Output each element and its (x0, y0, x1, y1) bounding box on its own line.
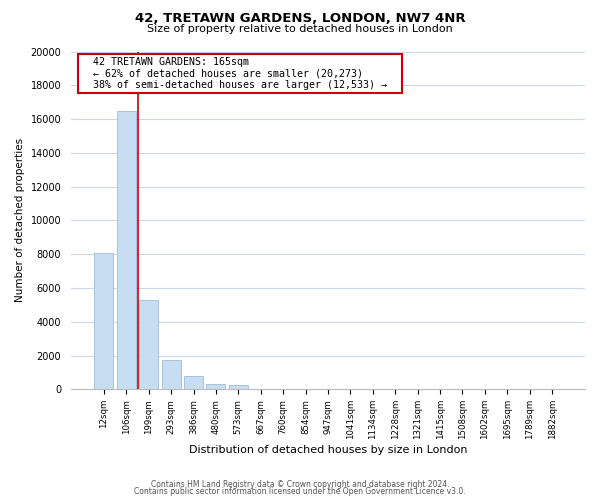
Text: Size of property relative to detached houses in London: Size of property relative to detached ho… (147, 24, 453, 34)
Bar (117, 110, 136, 390)
Text: 42, TRETAWN GARDENS, LONDON, NW7 4NR: 42, TRETAWN GARDENS, LONDON, NW7 4NR (134, 12, 466, 26)
Bar (184, 376, 203, 390)
Bar (161, 360, 181, 390)
Bar (139, 300, 158, 390)
Bar (206, 384, 226, 390)
Text: 42 TRETAWN GARDENS: 165sqm
  ← 62% of detached houses are smaller (20,273)
  38%: 42 TRETAWN GARDENS: 165sqm ← 62% of deta… (82, 56, 400, 90)
Text: Contains public sector information licensed under the Open Government Licence v3: Contains public sector information licen… (134, 488, 466, 496)
Y-axis label: Number of detached properties: Number of detached properties (15, 138, 25, 302)
X-axis label: Distribution of detached houses by size in London: Distribution of detached houses by size … (189, 445, 467, 455)
Text: Contains HM Land Registry data © Crown copyright and database right 2024.: Contains HM Land Registry data © Crown c… (151, 480, 449, 489)
Bar (94, 252, 113, 390)
Bar (229, 385, 248, 390)
